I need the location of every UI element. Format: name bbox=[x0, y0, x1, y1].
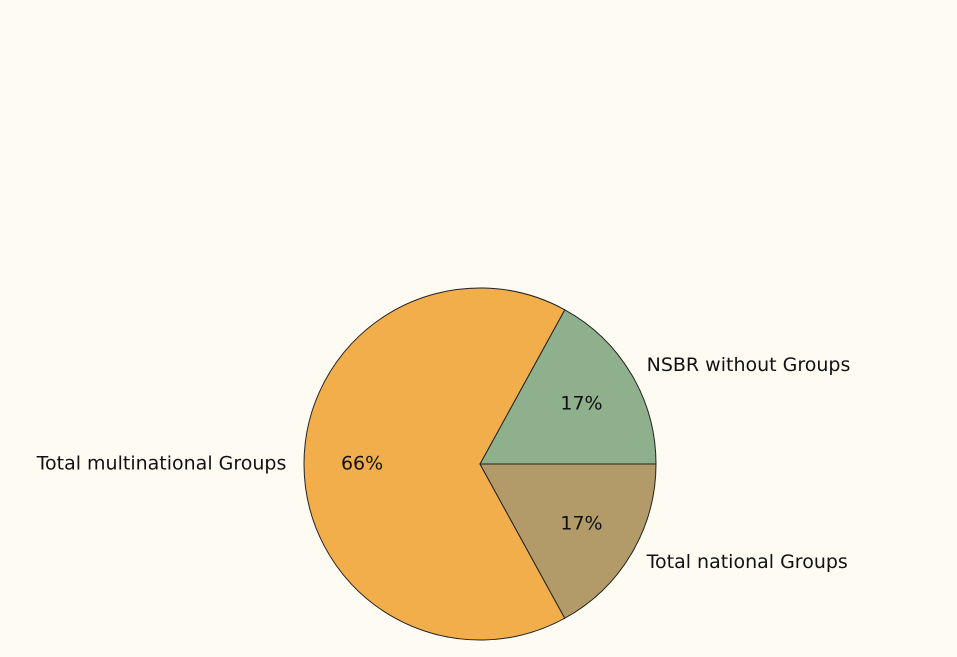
slice-category-label: Total multinational Groups bbox=[36, 453, 287, 475]
pie-slice bbox=[479, 463, 657, 619]
slice-value-label: 17% bbox=[560, 392, 602, 414]
slice-category-label: NSBR without Groups bbox=[647, 354, 851, 376]
slice-value-label: 66% bbox=[341, 453, 383, 475]
slice-value-label: 17% bbox=[560, 513, 602, 535]
pie-slice bbox=[303, 287, 566, 641]
slice-category-label: Total national Groups bbox=[646, 551, 848, 573]
pie-slice bbox=[479, 309, 657, 465]
